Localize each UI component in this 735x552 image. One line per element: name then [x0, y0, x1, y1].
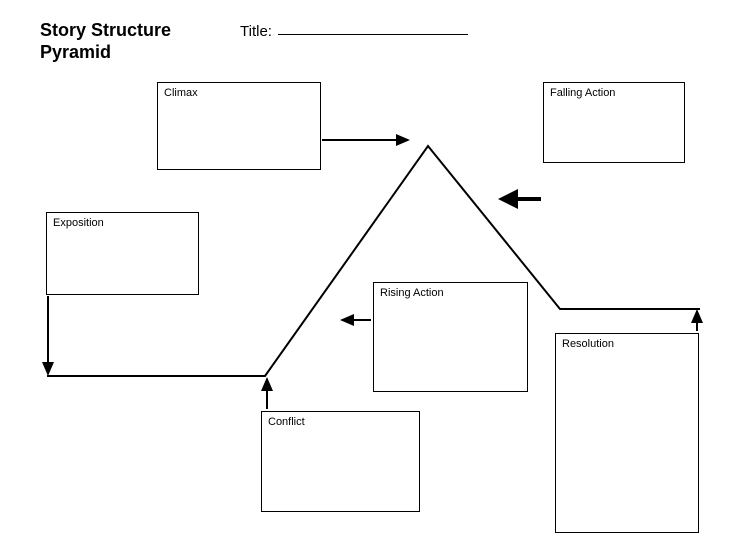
climax-box: Climax [157, 82, 321, 170]
rising-action-label: Rising Action [380, 287, 444, 299]
falling-action-label: Falling Action [550, 87, 615, 99]
conflict-box: Conflict [261, 411, 420, 512]
resolution-label: Resolution [562, 338, 614, 350]
falling-action-box: Falling Action [543, 82, 685, 163]
title-underline[interactable] [278, 34, 468, 35]
rising-action-box: Rising Action [373, 282, 528, 392]
page-title-line2: Pyramid [40, 42, 111, 63]
title-field-label: Title: [240, 23, 272, 40]
resolution-box: Resolution [555, 333, 699, 533]
exposition-box: Exposition [46, 212, 199, 295]
page-title-line1: Story Structure [40, 20, 171, 41]
conflict-label: Conflict [268, 416, 305, 428]
climax-label: Climax [164, 87, 198, 99]
exposition-label: Exposition [53, 217, 104, 229]
